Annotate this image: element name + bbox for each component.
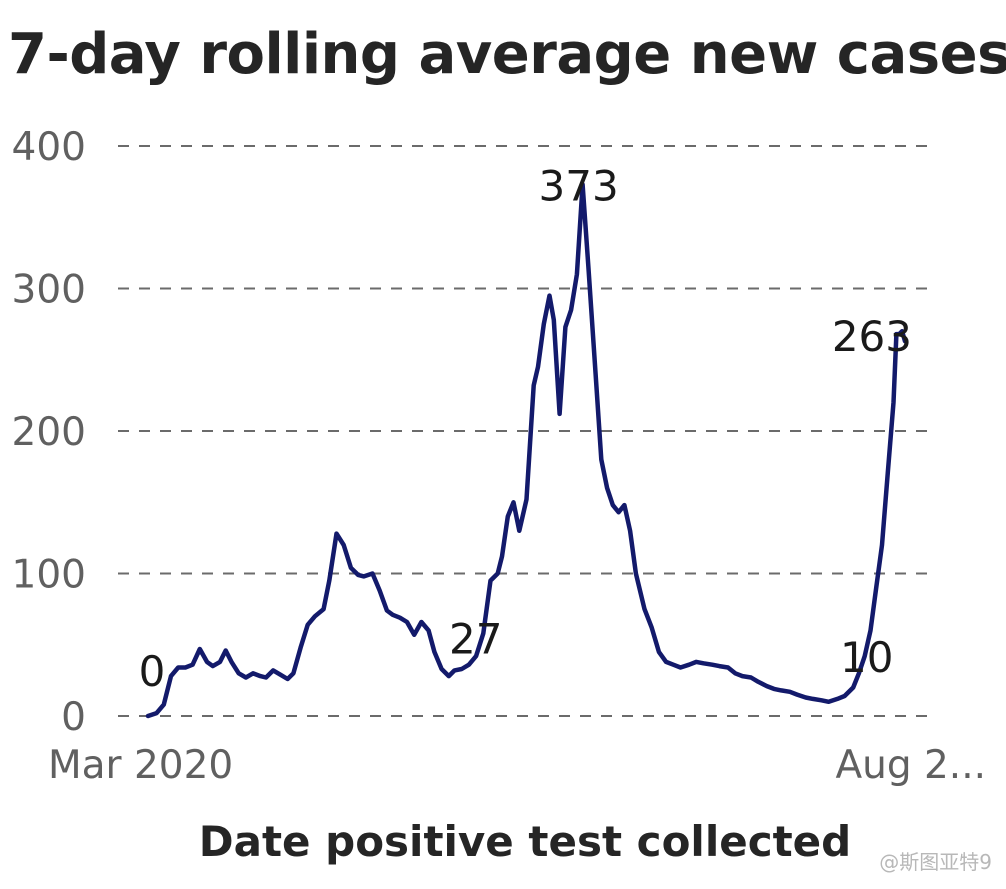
y-tick-label-0: 0 <box>61 695 86 740</box>
series-layer <box>145 182 908 719</box>
x-axis-title: Date positive test collected <box>199 817 851 866</box>
data-label-10: 10 <box>840 633 893 682</box>
data-label-373: 373 <box>539 161 619 210</box>
chart-title: 7-day rolling average new cases <box>8 22 1006 87</box>
y-tick-label-300: 300 <box>12 268 86 313</box>
data-labels: 0 27 373 10 263 <box>139 161 912 696</box>
y-tick-label-400: 400 <box>12 125 86 170</box>
x-axis-tick-labels: Mar 2020 Aug 2... <box>48 743 986 788</box>
x-tick-label-start: Mar 2020 <box>48 743 233 788</box>
data-label-0: 0 <box>139 647 166 696</box>
y-tick-label-200: 200 <box>12 410 86 455</box>
gridlines <box>118 145 935 717</box>
x-tick-label-end: Aug 2... <box>835 743 986 788</box>
series-line-0 <box>145 182 908 719</box>
data-label-263: 263 <box>832 312 912 361</box>
y-axis-tick-labels: 0 100 200 300 400 <box>12 125 86 740</box>
data-label-27: 27 <box>449 615 502 664</box>
watermark: @斯图亚特9 <box>879 850 992 874</box>
y-tick-label-100: 100 <box>12 553 86 598</box>
